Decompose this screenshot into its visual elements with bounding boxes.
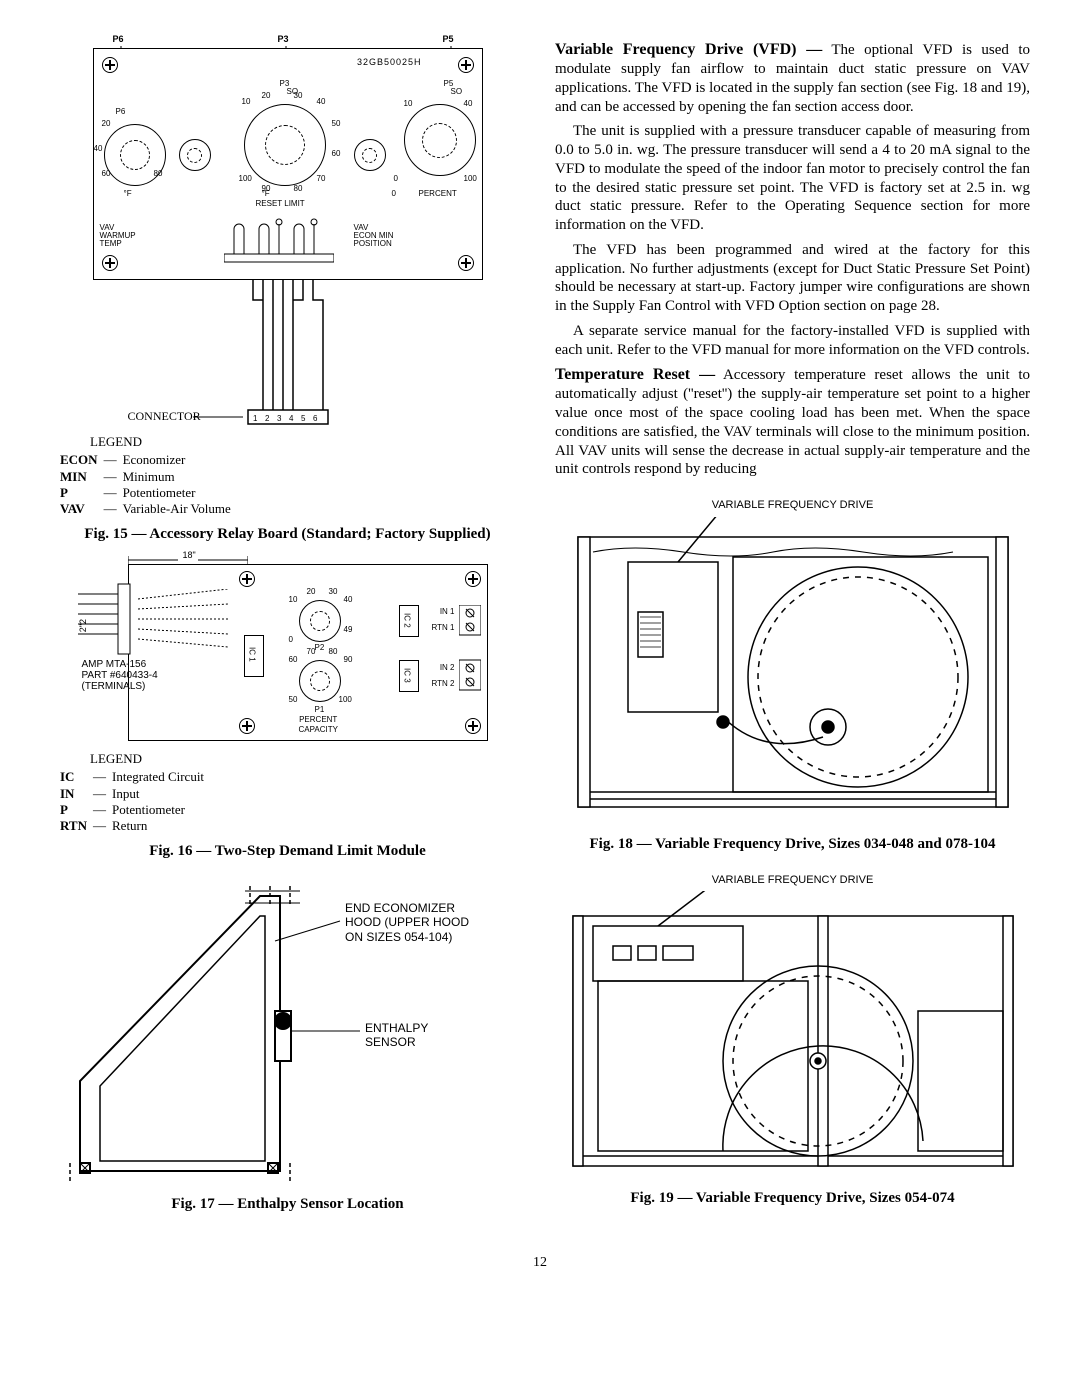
label-p3: P3	[278, 34, 289, 45]
label-p6: P6	[113, 34, 124, 45]
svg-text:3: 3	[277, 414, 282, 423]
vfd-paragraph-2: The unit is supplied with a pressure tra…	[555, 122, 1030, 235]
vfd-paragraph-4: A separate service manual for the factor…	[555, 322, 1030, 360]
svg-text:6: 6	[313, 414, 318, 423]
fig15-caption: Fig. 15 — Accessory Relay Board (Standar…	[50, 525, 525, 544]
svg-text:2: 2	[265, 414, 270, 423]
page-number: 12	[50, 1254, 1030, 1272]
fig18-container: VARIABLE FREQUENCY DRIVE	[555, 499, 1030, 854]
fig16-caption: Fig. 16 — Two-Step Demand Limit Module	[50, 842, 525, 861]
fig19-caption: Fig. 19 — Variable Frequency Drive, Size…	[555, 1189, 1030, 1208]
fig18-diagram	[558, 517, 1028, 827]
fig17-caption: Fig. 17 — Enthalpy Sensor Location	[50, 1195, 525, 1214]
svg-text:4: 4	[289, 414, 294, 423]
vfd-paragraph-1: Variable Frequency Drive (VFD) — The opt…	[555, 40, 1030, 116]
fig19-container: VARIABLE FREQUENCY DRIVE	[555, 874, 1030, 1209]
svg-text:5: 5	[301, 414, 306, 423]
fig18-caption: Fig. 18 — Variable Frequency Drive, Size…	[555, 835, 1030, 854]
temp-reset-paragraph: Temperature Reset — Accessory temperatur…	[555, 365, 1030, 479]
board-partnum: 32GB50025H	[357, 57, 422, 68]
fig15-legend: ECON—Economizer MIN—Minimum P—Potentiome…	[60, 452, 237, 517]
vfd-paragraph-3: The VFD has been programmed and wired at…	[555, 241, 1030, 316]
svg-text:1: 1	[253, 414, 258, 423]
label-p5: P5	[443, 34, 454, 45]
fig16-legend: IC—Integrated Circuit IN—Input P—Potenti…	[60, 769, 210, 834]
fig17-container: END ECONOMIZER HOOD (UPPER HOOD ON SIZES…	[50, 881, 525, 1214]
fig16-container: 18" IC 1 IC 2 IC 3	[50, 564, 525, 861]
fig15-container: P6 P3 P5 32GB50025H P3	[50, 48, 525, 544]
fig19-diagram	[558, 891, 1028, 1181]
